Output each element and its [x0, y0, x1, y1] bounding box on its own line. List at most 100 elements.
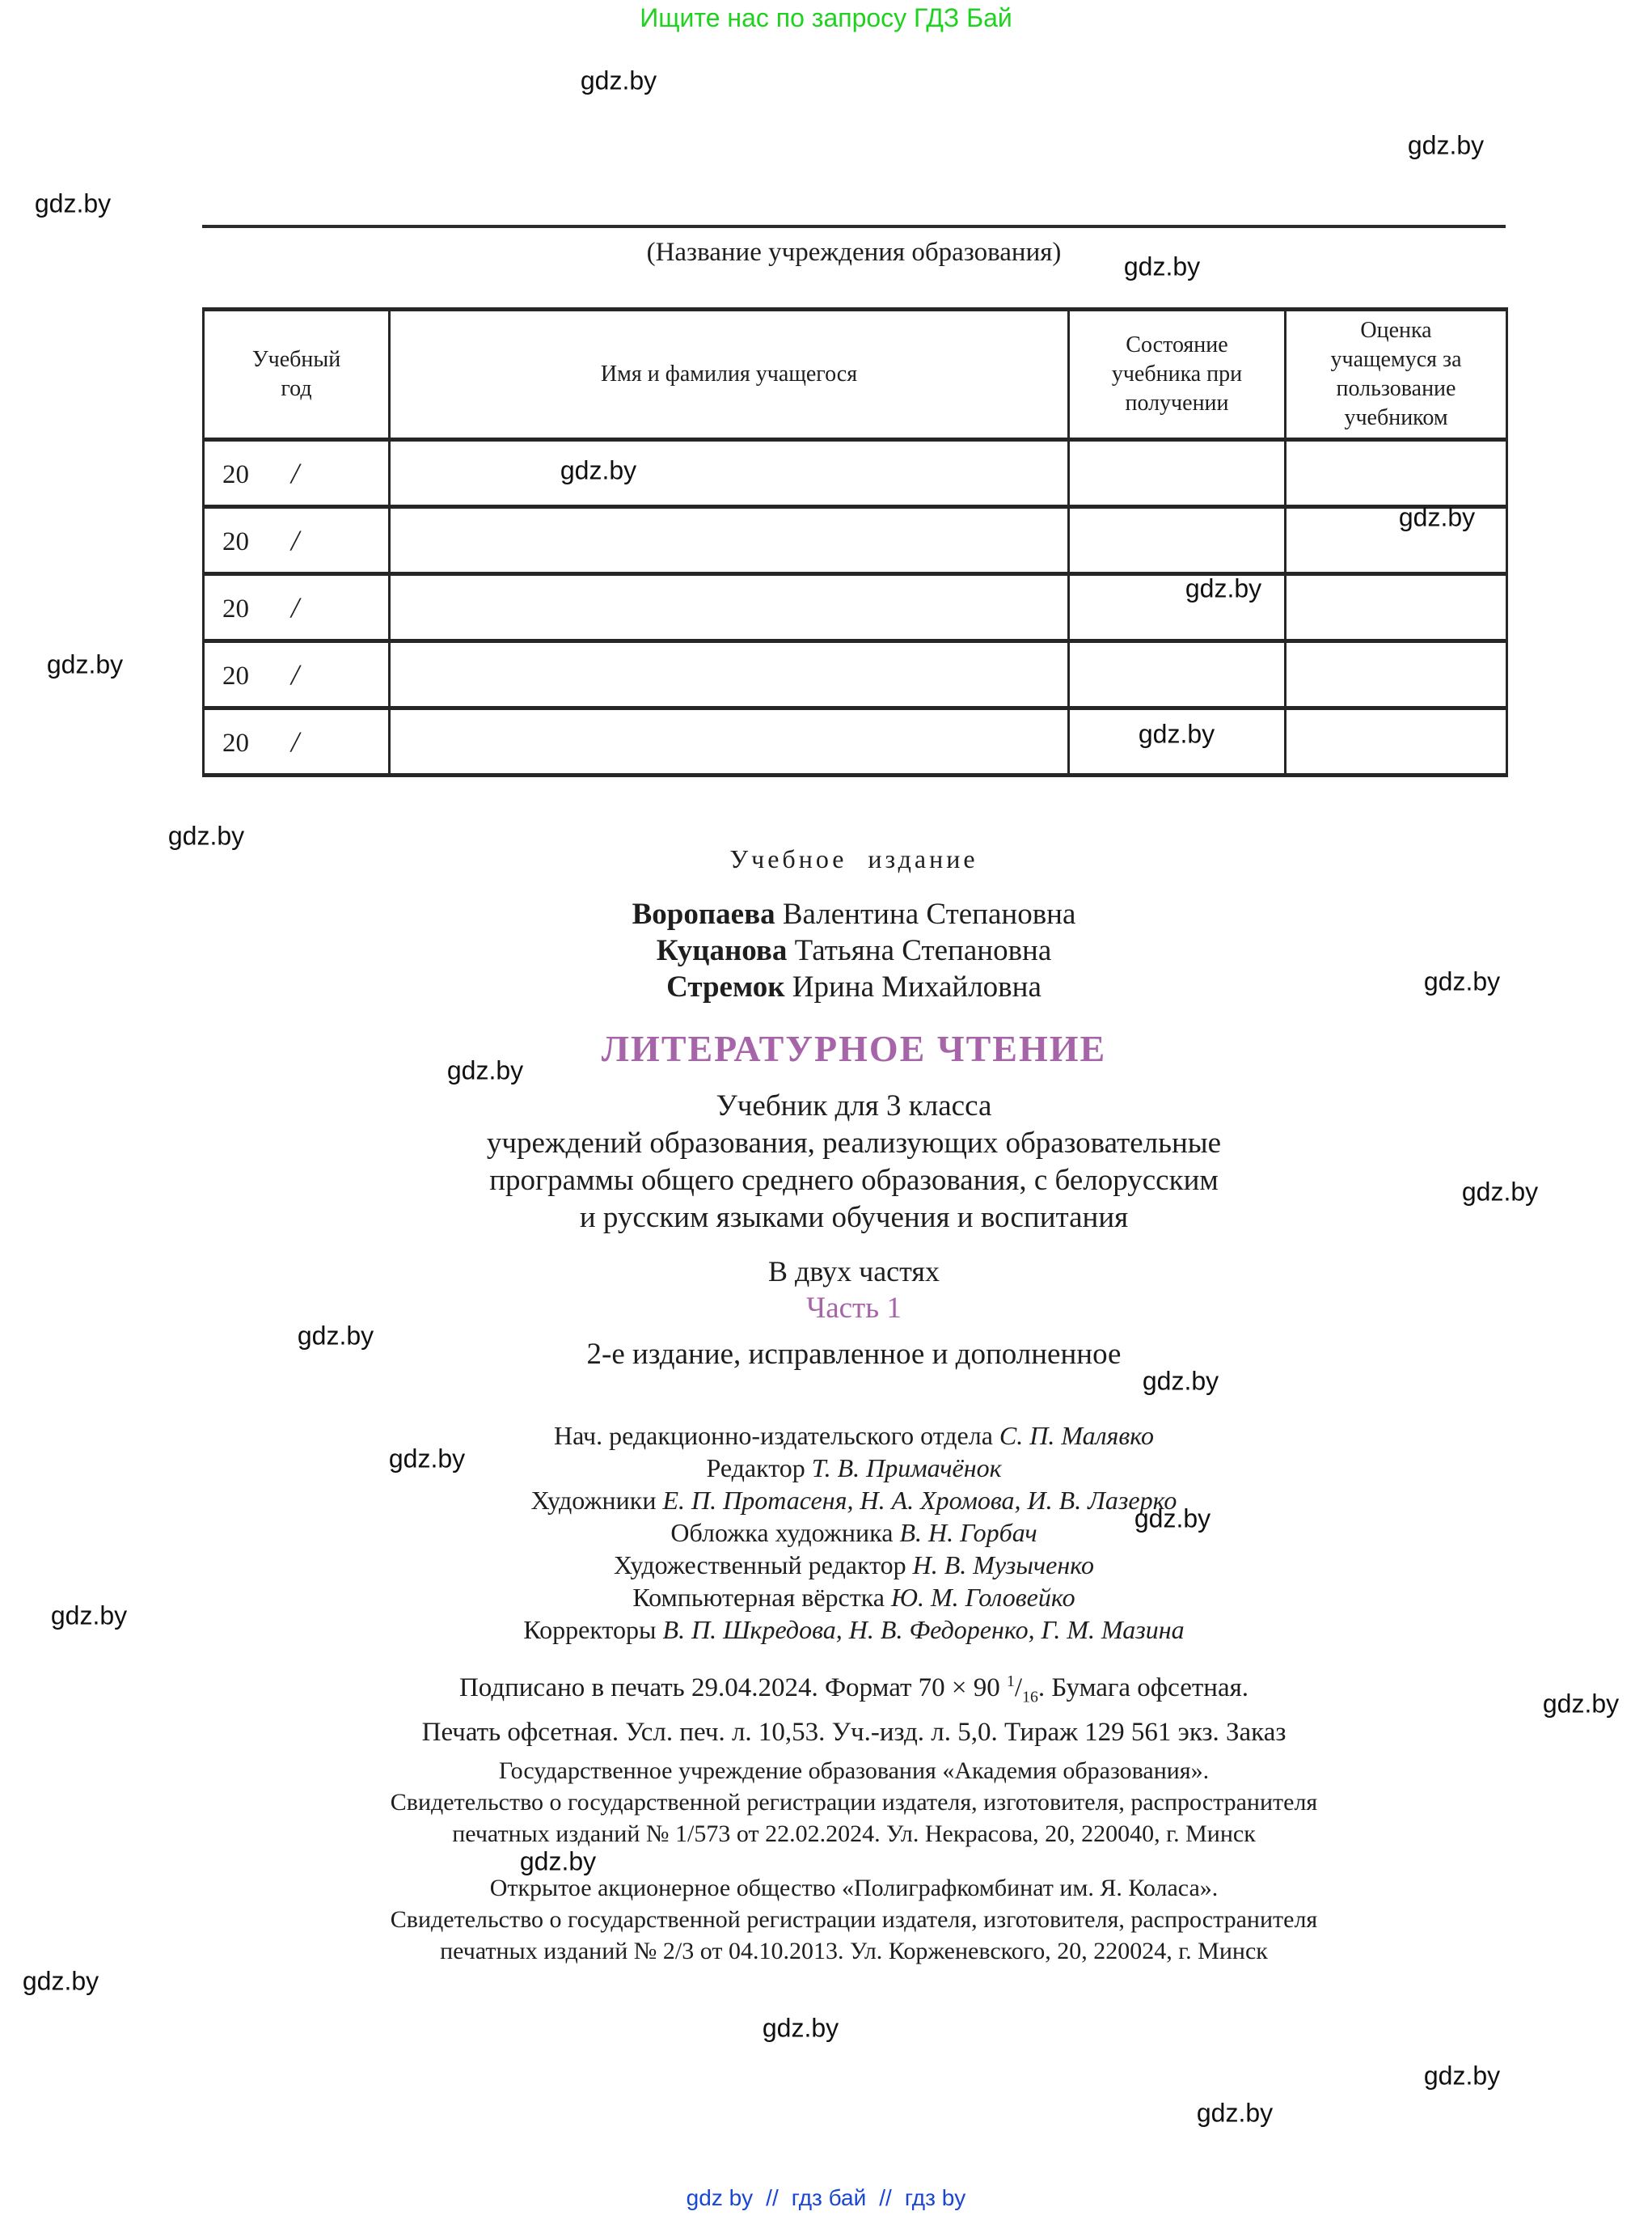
gdz-watermark: gdz.by — [22, 1966, 99, 1996]
gdz-watermark: gdz.by — [1138, 719, 1215, 749]
gdz-watermark: gdz.by — [1398, 502, 1476, 532]
staff-line: Редактор Т. В. Примачёнок — [706, 1453, 1002, 1482]
subtitle-line: программы общего среднего образования, с… — [489, 1164, 1219, 1197]
year-cell: 20 / — [202, 706, 391, 777]
footer-link-gdz-by[interactable]: gdz by — [686, 2185, 754, 2210]
part-label: Часть 1 — [806, 1292, 902, 1325]
table-row: 20 / — [202, 706, 1508, 777]
staff-line: Художники Е. П. Протасеня, Н. А. Хромова… — [530, 1486, 1177, 1515]
year-prefix: 20 — [222, 729, 249, 758]
gdz-watermark: gdz.by — [1461, 1177, 1539, 1207]
gdz-watermark: gdz.by — [1423, 2061, 1501, 2091]
institution-name-line — [202, 225, 1506, 228]
year-slash: / — [291, 725, 300, 758]
gdz-watermark: gdz.by — [446, 1055, 524, 1085]
grade-cell — [1284, 505, 1508, 576]
table-row: 20 / — [202, 572, 1508, 643]
year-slash: / — [291, 591, 300, 624]
publisher-line: Свидетельство о государственной регистра… — [390, 1906, 1318, 1933]
year-prefix: 20 — [222, 527, 249, 556]
gdz-watermark: gdz.by — [167, 821, 245, 851]
gdz-watermark: gdz.by — [297, 1321, 374, 1351]
publisher-info: Государственное учреждение образования «… — [202, 1755, 1506, 1850]
table-header-row: Учебный год Имя и фамилия учащегося Сост… — [202, 307, 1508, 442]
subtitle-line: учреждений образования, реализующих обра… — [486, 1127, 1222, 1160]
promo-banner: Ищите нас по запросу ГДЗ Бай — [640, 3, 1012, 32]
edition-type: Учебное издание — [729, 844, 978, 873]
print-info: Подписано в печать 29.04.2024. Формат 70… — [202, 1664, 1506, 1750]
gdz-watermark: gdz.by — [580, 66, 657, 95]
author-name: Стремок Ирина Михайловна — [666, 970, 1041, 1004]
gdz-watermark: gdz.by — [1542, 1689, 1620, 1719]
student-name-cell — [388, 438, 1070, 509]
printing-house-info: Открытое акционерное общество «Полиграфк… — [202, 1872, 1506, 1967]
usage-record-table: Учебный год Имя и фамилия учащегося Сост… — [202, 307, 1508, 777]
publisher-line: Государственное учреждение образования «… — [498, 1757, 1210, 1784]
author-name: Воропаева Валентина Степановна — [632, 898, 1076, 931]
editorial-staff: Нач. редакционно-издательского отдела С.… — [202, 1419, 1506, 1646]
staff-line: Обложка художника В. Н. Горбач — [670, 1518, 1037, 1547]
col-header-grade: Оценка учащемуся за пользование учебнико… — [1284, 307, 1508, 442]
subtitle-line: и русским языками обучения и воспитания — [579, 1201, 1129, 1234]
gdz-watermark: gdz.by — [519, 1846, 597, 1876]
print-info-line: Подписано в печать 29.04.2024. Формат 70… — [458, 1672, 1249, 1706]
gdz-watermark: gdz.by — [1134, 1503, 1211, 1533]
gdz-watermark: gdz.by — [34, 188, 112, 218]
condition-cell — [1067, 505, 1287, 576]
student-name-cell — [388, 706, 1070, 777]
book-title: ЛИТЕРАТУРНОЕ ЧТЕНИЕ — [601, 1028, 1107, 1069]
year-slash: / — [291, 658, 300, 691]
staff-line: Художественный редактор Н. В. Музыченко — [614, 1550, 1094, 1579]
table-row: 20 / — [202, 639, 1508, 710]
condition-cell — [1067, 438, 1287, 509]
year-cell: 20 / — [202, 438, 391, 509]
footer-separator: // — [879, 2185, 892, 2210]
condition-cell — [1067, 706, 1287, 777]
gdz-watermark: gdz.by — [762, 2013, 839, 2043]
staff-line: Компьютерная вёрстка Ю. М. Головейко — [632, 1583, 1075, 1612]
year-prefix: 20 — [222, 662, 249, 691]
year-cell: 20 / — [202, 572, 391, 643]
author-name: Куцанова Татьяна Степановна — [656, 934, 1052, 967]
footer-link-gdz-by-2[interactable]: гдз by — [904, 2185, 966, 2210]
year-prefix: 20 — [222, 594, 249, 624]
year-slash: / — [291, 457, 300, 489]
table-row: 20 / — [202, 438, 1508, 509]
subtitle-line: Учебник для 3 класса — [716, 1089, 992, 1123]
student-name-cell — [388, 639, 1070, 710]
footer-separator: // — [766, 2185, 779, 2210]
condition-cell — [1067, 639, 1287, 710]
publisher-line: Свидетельство о государственной регистра… — [390, 1789, 1318, 1816]
year-cell: 20 / — [202, 505, 391, 576]
gdz-watermark: gdz.by — [50, 1600, 128, 1630]
footer-link-gdz-bai[interactable]: гдз бай — [791, 2185, 867, 2210]
grade-cell — [1284, 639, 1508, 710]
gdz-watermark: gdz.by — [1185, 573, 1262, 603]
parts-note: В двух частях — [768, 1255, 940, 1287]
institution-caption: (Название учреждения образования) — [646, 238, 1062, 267]
grade-cell — [1284, 706, 1508, 777]
year-prefix: 20 — [222, 460, 249, 489]
student-name-cell — [388, 572, 1070, 643]
student-name-cell — [388, 505, 1070, 576]
gdz-watermark: gdz.by — [560, 455, 637, 485]
edition-note: 2-е издание, исправленное и дополненное — [586, 1338, 1122, 1371]
gdz-watermark: gdz.by — [1423, 966, 1501, 996]
authors-block: Воропаева Валентина Степановна Куцанова … — [202, 896, 1506, 1005]
gdz-watermark: gdz.by — [1123, 252, 1201, 281]
col-header-condition: Состояние учебника при получении — [1067, 307, 1287, 442]
grade-cell — [1284, 572, 1508, 643]
book-subtitle: Учебник для 3 класса учреждений образова… — [202, 1088, 1506, 1237]
gdz-watermark: gdz.by — [388, 1444, 466, 1474]
staff-line: Нач. редакционно-издательского отдела С.… — [553, 1421, 1155, 1450]
grade-cell — [1284, 438, 1508, 509]
gdz-watermark: gdz.by — [1196, 2098, 1274, 2128]
year-slash: / — [291, 524, 300, 556]
publisher-line: печатных изданий № 1/573 от 22.02.2024. … — [452, 1820, 1256, 1847]
table-row: 20 / — [202, 505, 1508, 576]
publisher-line: печатных изданий № 2/3 от 04.10.2013. Ул… — [440, 1938, 1268, 1964]
year-cell: 20 / — [202, 639, 391, 710]
gdz-watermark: gdz.by — [46, 649, 124, 679]
gdz-watermark: gdz.by — [1142, 1366, 1219, 1396]
